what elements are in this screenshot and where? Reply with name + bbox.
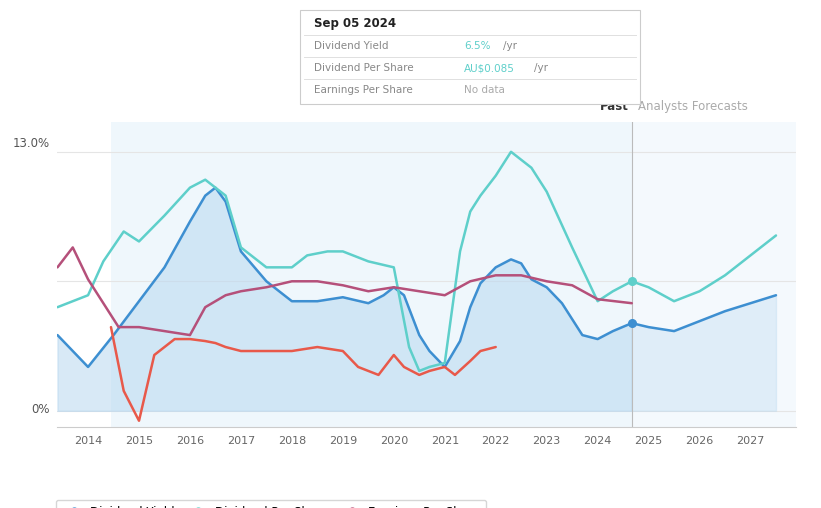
Text: Past: Past [600, 100, 629, 113]
Text: Earnings Per Share: Earnings Per Share [314, 85, 412, 96]
Text: AU$0.085: AU$0.085 [464, 64, 515, 73]
Text: No data: No data [464, 85, 505, 96]
Text: Sep 05 2024: Sep 05 2024 [314, 17, 396, 30]
Text: Dividend Yield: Dividend Yield [314, 41, 388, 51]
Text: Dividend Per Share: Dividend Per Share [314, 64, 413, 73]
Text: Analysts Forecasts: Analysts Forecasts [638, 100, 748, 113]
Text: 13.0%: 13.0% [13, 137, 50, 150]
Text: 6.5%: 6.5% [464, 41, 490, 51]
Legend: Dividend Yield, Dividend Per Share, Earnings Per Share: Dividend Yield, Dividend Per Share, Earn… [56, 500, 486, 508]
Bar [632, 122, 796, 427]
Text: /yr: /yr [534, 64, 548, 73]
Bar [111, 122, 632, 427]
Text: 0%: 0% [31, 403, 50, 417]
Text: /yr: /yr [503, 41, 517, 51]
